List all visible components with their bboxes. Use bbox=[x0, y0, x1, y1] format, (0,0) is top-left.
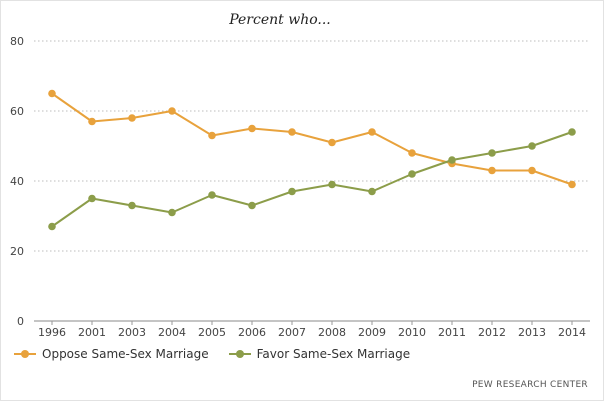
legend-label-favor: Favor Same-Sex Marriage bbox=[256, 347, 411, 361]
series-line-oppose bbox=[51, 92, 573, 186]
data-point-favor bbox=[128, 201, 136, 210]
data-point-favor bbox=[168, 208, 176, 217]
series-layer bbox=[48, 89, 576, 231]
data-point-favor bbox=[248, 201, 256, 210]
data-point-oppose bbox=[528, 166, 536, 175]
data-point-oppose bbox=[48, 89, 56, 98]
data-point-favor bbox=[48, 222, 56, 231]
x-tick-label: 2009 bbox=[358, 326, 386, 339]
legend-swatch-oppose bbox=[14, 349, 36, 359]
data-point-oppose bbox=[368, 128, 376, 136]
x-tick-label: 2011 bbox=[438, 326, 466, 339]
data-point-oppose bbox=[328, 138, 336, 147]
y-tick-label: 40 bbox=[10, 175, 24, 188]
x-tick-label: 2003 bbox=[118, 326, 146, 339]
x-tick-label: 1996 bbox=[38, 326, 66, 339]
data-point-favor bbox=[288, 187, 296, 196]
x-tick-label: 2012 bbox=[478, 326, 506, 339]
legend: Oppose Same-Sex Marriage Favor Same-Sex … bbox=[14, 347, 410, 361]
y-tick-label: 80 bbox=[10, 35, 24, 48]
x-tick-label: 2001 bbox=[78, 326, 106, 339]
y-tick-label: 60 bbox=[10, 105, 24, 118]
data-point-favor bbox=[88, 194, 96, 203]
x-tick-label: 2014 bbox=[558, 326, 586, 339]
data-point-oppose bbox=[248, 124, 256, 133]
x-axis: 1996 2001 2003 2004 2005 2006 2007 2008 2009 2010… bbox=[34, 320, 590, 339]
y-tick-label: 20 bbox=[10, 245, 24, 258]
x-tick-label: 2013 bbox=[518, 326, 546, 339]
data-point-favor bbox=[488, 149, 496, 157]
x-tick-label: 2004 bbox=[158, 326, 186, 339]
data-point-oppose bbox=[128, 114, 136, 122]
data-point-oppose bbox=[208, 131, 216, 140]
x-tick-label: 2008 bbox=[318, 326, 346, 339]
data-point-oppose bbox=[568, 180, 576, 189]
data-point-favor bbox=[528, 142, 536, 150]
x-tick-label: 2010 bbox=[398, 326, 426, 339]
data-point-oppose bbox=[488, 166, 496, 175]
data-point-favor bbox=[368, 187, 376, 196]
data-point-oppose bbox=[88, 117, 96, 126]
legend-label-oppose: Oppose Same-Sex Marriage bbox=[42, 347, 209, 361]
x-tick-label: 2007 bbox=[278, 326, 306, 339]
y-tick-label: 0 bbox=[17, 315, 24, 328]
x-tick-label: 2005 bbox=[198, 326, 226, 339]
chart-title: Percent who... bbox=[228, 12, 331, 28]
legend-item-oppose: Oppose Same-Sex Marriage bbox=[14, 347, 209, 361]
x-tick-label: 2006 bbox=[238, 326, 266, 339]
data-point-oppose bbox=[408, 149, 416, 157]
data-point-oppose bbox=[288, 128, 296, 136]
data-point-favor bbox=[568, 128, 576, 136]
data-point-favor bbox=[208, 191, 216, 199]
data-point-oppose bbox=[168, 107, 176, 115]
legend-item-favor: Favor Same-Sex Marriage bbox=[228, 347, 411, 361]
gridlines: 0 20 40 60 80 bbox=[10, 35, 590, 328]
data-point-favor bbox=[448, 156, 456, 164]
legend-swatch-favor bbox=[228, 349, 251, 359]
series-line-favor bbox=[51, 131, 573, 228]
data-point-favor bbox=[328, 180, 336, 189]
source-label: PEW RESEARCH CENTER bbox=[472, 380, 588, 390]
data-point-favor bbox=[408, 170, 416, 178]
